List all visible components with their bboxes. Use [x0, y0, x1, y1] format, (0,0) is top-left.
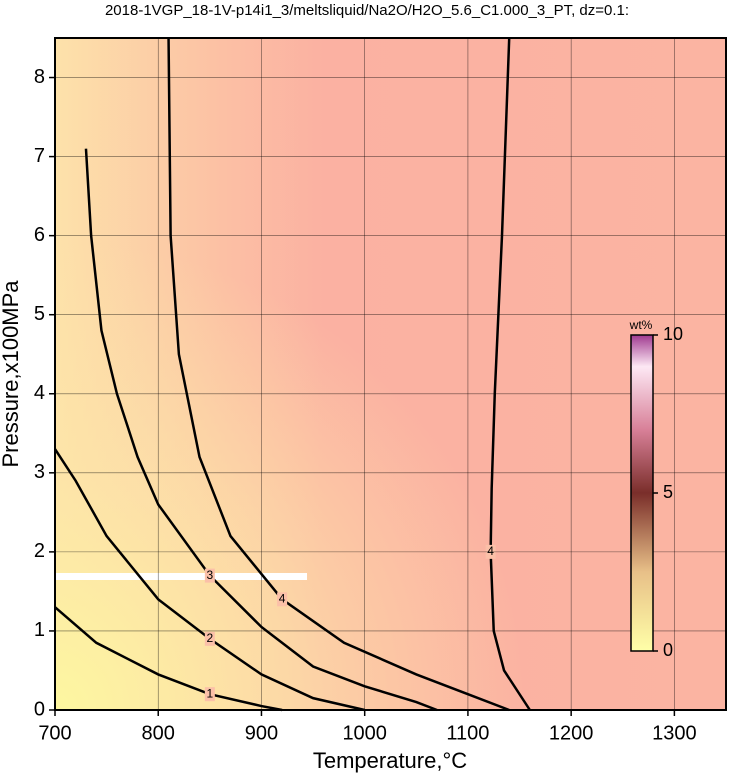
contour-line [167, 37, 510, 712]
colorbar-tick-label: 0 [663, 640, 673, 660]
y-tick-label: 1 [34, 619, 45, 641]
contour-label: 4 [487, 544, 494, 558]
y-tick-label: 6 [34, 224, 45, 246]
mask-bar [55, 573, 307, 580]
y-tick-label: 8 [34, 66, 45, 88]
y-tick-label: 2 [34, 540, 45, 562]
x-axis-label: Temperature,°C [313, 748, 467, 773]
contour-label: 3 [207, 568, 214, 582]
y-axis-label: Pressure,x100MPa [0, 280, 23, 468]
colorbar-tick-label: 5 [663, 482, 673, 502]
contour-label-bg [204, 687, 215, 702]
x-tick-label: 700 [38, 722, 71, 744]
contour-label-bg [277, 592, 288, 607]
contour-line [53, 448, 365, 712]
y-tick-label: 7 [34, 145, 45, 167]
plot-frame [54, 37, 727, 711]
x-tick-label: 1300 [652, 722, 697, 744]
contour-label: 1 [207, 686, 214, 700]
contour-line [489, 37, 531, 711]
x-tick-label: 1200 [549, 722, 594, 744]
chart-title: 2018-1VGP_18-1V-p14i1_3/meltsliquid/Na2O… [105, 2, 629, 19]
y-tick-label: 5 [34, 303, 45, 325]
contour-label-bg [204, 631, 215, 646]
y-tick-label: 4 [34, 382, 45, 404]
x-tick-label: 1100 [446, 722, 489, 744]
x-tick-label: 1000 [342, 722, 387, 744]
x-tick-label: 900 [245, 722, 278, 744]
colorbar [630, 334, 654, 652]
colorbar-label: wt% [629, 318, 653, 332]
contour-label: 2 [207, 631, 214, 645]
contour-label: 4 [279, 591, 286, 605]
y-tick-label: 0 [34, 698, 45, 720]
contour-label-bg [204, 568, 215, 583]
plot-shade [55, 38, 726, 710]
colorbar-tick-label: 10 [663, 324, 683, 344]
x-tick-label: 800 [142, 722, 175, 744]
y-tick-label: 3 [34, 461, 45, 483]
contour-line [54, 606, 283, 712]
